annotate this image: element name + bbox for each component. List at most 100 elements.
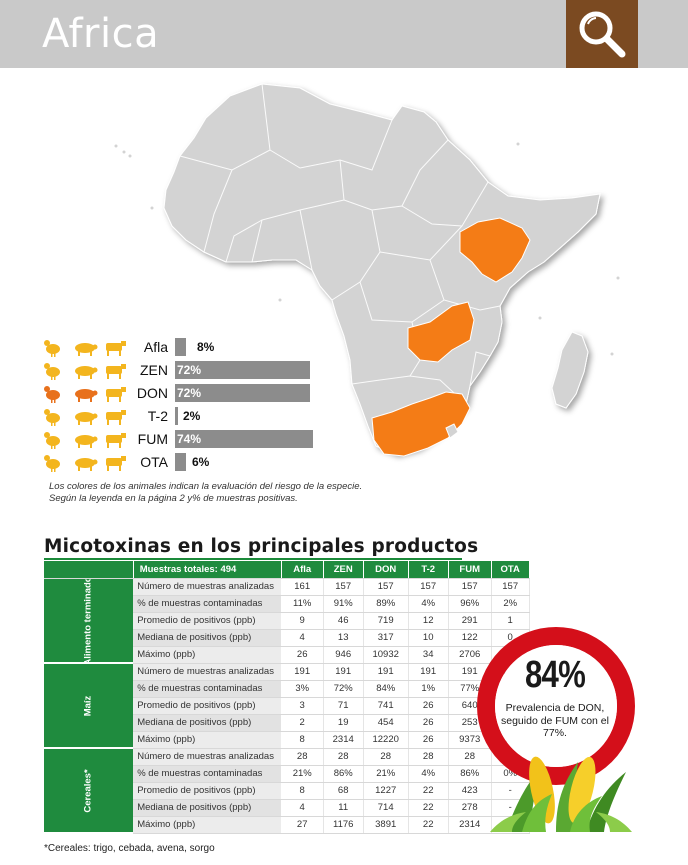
- chicken-icon: [44, 432, 60, 449]
- table-row: Alimento terminado Número de muestras ana…: [44, 578, 530, 664]
- table-cell: 2314: [323, 731, 364, 749]
- lesotho: [445, 423, 459, 439]
- animal-risk-icons: [44, 432, 126, 449]
- table-row: Máximo (ppb)823141222026937325: [44, 731, 530, 749]
- table-cell: 96%: [448, 595, 492, 613]
- toxin-label: Afla: [143, 339, 168, 355]
- chicken-icon: [44, 363, 60, 380]
- table-cell: 423: [448, 782, 492, 800]
- table-cell: 2: [281, 714, 324, 732]
- table-cell: 3891: [363, 816, 409, 834]
- row-label: Promedio de positivos (ppb): [133, 612, 282, 630]
- table-cell: 741: [363, 697, 409, 715]
- column-header: Afla: [281, 561, 324, 579]
- toxin-label: T-2: [147, 408, 168, 424]
- row-label: Promedio de positivos (ppb): [133, 697, 282, 715]
- section-title: Micotoxinas en los principales productos: [44, 536, 479, 557]
- table-cell: 21%: [281, 765, 324, 783]
- table-cell: 122: [448, 629, 492, 647]
- table-cell: 91%: [323, 595, 364, 613]
- table-cell: 10: [408, 629, 449, 647]
- chicken-icon: [44, 409, 60, 426]
- table-header-row: Muestras totales: 494 Afla ZEN DON T-2 F…: [44, 561, 530, 579]
- pig-icon: [75, 343, 98, 356]
- pig-icon: [75, 412, 98, 425]
- prevalence-donut: [477, 627, 635, 785]
- group-label: Alimento terminado: [44, 578, 134, 664]
- row-label: Mediana de positivos (ppb): [133, 629, 282, 647]
- mycotoxin-table: Muestras totales: 494 Afla ZEN DON T-2 F…: [44, 561, 530, 834]
- toxin-label: FUM: [137, 431, 168, 447]
- search-button[interactable]: [566, 0, 638, 68]
- table-cell: 3: [281, 697, 324, 715]
- toxin-label: DON: [136, 385, 168, 401]
- table-cell: 34: [408, 646, 449, 664]
- group-label-text: Cereales*: [82, 769, 94, 813]
- table-cell: 157: [323, 578, 364, 596]
- table-cell: 68: [323, 782, 364, 800]
- table-cell: 191: [408, 663, 449, 681]
- table-cell: 719: [363, 612, 409, 630]
- table-row: % de muestras contaminadas3%72%84%1%77%2…: [44, 680, 530, 698]
- row-label: Máximo (ppb): [133, 816, 282, 834]
- animal-risk-icons: [44, 455, 126, 472]
- total-samples-header: Muestras totales: 494: [133, 561, 282, 579]
- row-label: Número de muestras analizadas: [133, 663, 282, 681]
- group-label-text: Maíz: [82, 695, 94, 717]
- pig-icon: [75, 389, 98, 402]
- madagascar: [551, 331, 589, 409]
- table-cell: 71: [323, 697, 364, 715]
- page-header: Africa: [0, 0, 688, 68]
- percent-bar: [175, 407, 178, 425]
- table-cell: 28: [408, 748, 449, 766]
- table-cell: 714: [363, 799, 409, 817]
- table-cell: 22: [408, 782, 449, 800]
- table-cell: 157: [363, 578, 409, 596]
- table-cell: 4%: [408, 595, 449, 613]
- percent-bar: [175, 453, 186, 471]
- table-row: Promedio de positivos (ppb) 9 46 719 12 291 1: [44, 612, 530, 630]
- table-cell: 161: [281, 578, 324, 596]
- table-cell: 72%: [323, 680, 364, 698]
- page-title: Africa: [42, 11, 160, 57]
- donut-center: [495, 645, 617, 767]
- animal-risk-icons: [44, 340, 126, 357]
- table-cell: 4: [281, 799, 324, 817]
- column-header: T-2: [408, 561, 449, 579]
- region-south-africa: [371, 391, 471, 457]
- legend-row: Afla 8%: [40, 336, 340, 358]
- chicken-icon: [44, 455, 60, 472]
- percent-bar: [175, 384, 310, 402]
- cow-icon: [106, 387, 126, 402]
- table-cell: 8: [281, 782, 324, 800]
- table-cell: 191: [281, 663, 324, 681]
- group-label: Maíz: [44, 663, 134, 749]
- row-label: Mediana de positivos (ppb): [133, 714, 282, 732]
- table-cell: 26: [408, 731, 449, 749]
- table-cell: 89%: [363, 595, 409, 613]
- table-cell: 10932: [363, 646, 409, 664]
- toxin-label: ZEN: [140, 362, 168, 378]
- region-zambia: [407, 301, 475, 363]
- cow-icon: [106, 410, 126, 425]
- chicken-icon: [44, 386, 60, 403]
- legend-row: DON 72%: [40, 382, 340, 404]
- table-cell: 86%: [323, 765, 364, 783]
- table-cell: 28: [323, 748, 364, 766]
- cow-icon: [106, 433, 126, 448]
- table-cell: 454: [363, 714, 409, 732]
- table-cell: 8: [281, 731, 324, 749]
- animal-risk-icons: [44, 386, 126, 403]
- table-cell: 22: [408, 799, 449, 817]
- table-cell: 4%: [408, 765, 449, 783]
- percent-bar: [175, 338, 186, 356]
- table-cell: 26: [408, 714, 449, 732]
- prevalence-text: Prevalencia de DON, seguido de FUM con e…: [501, 702, 609, 739]
- table-cell: 157: [448, 578, 492, 596]
- table-row: Mediana de positivos (ppb) 4 11 714 22 278-: [44, 799, 530, 817]
- animal-risk-icons: [44, 409, 126, 426]
- table-cell: 19: [323, 714, 364, 732]
- table-cell: 11%: [281, 595, 324, 613]
- table-cell: 12220: [363, 731, 409, 749]
- column-header: ZEN: [323, 561, 364, 579]
